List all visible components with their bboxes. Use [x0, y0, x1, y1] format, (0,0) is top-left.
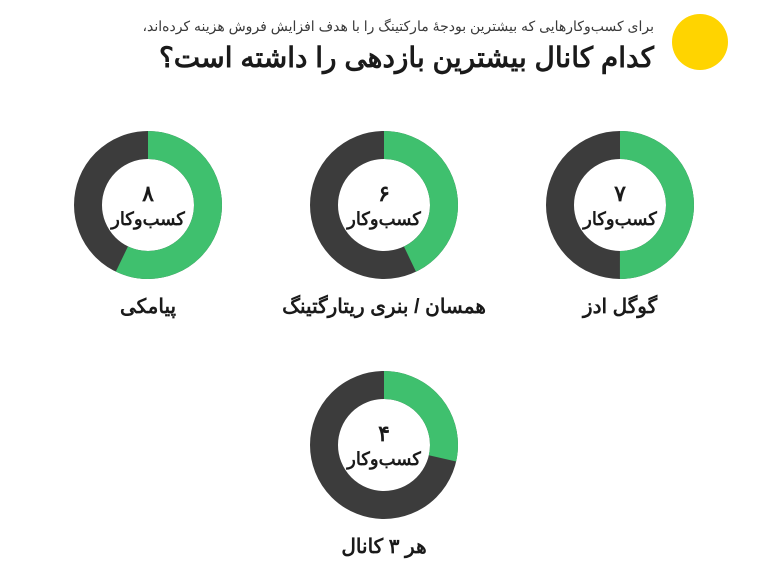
- donut-value: ۶: [347, 180, 421, 208]
- accent-circle: [672, 14, 728, 70]
- donut-chart: ۷ کسب‌وکار: [545, 130, 695, 280]
- chart-item: ۷ کسب‌وکار گوگل ادز: [540, 130, 700, 319]
- donut-center: ۶ کسب‌وکار: [347, 180, 421, 230]
- donut-chart: ۴ کسب‌وکار: [309, 370, 459, 520]
- subtitle: برای کسب‌وکارهایی که بیشترین بودجهٔ مارک…: [142, 18, 654, 35]
- chart-item: ۶ کسب‌وکار همسان / بنری ریتارگتینگ: [304, 130, 464, 319]
- donut-unit: کسب‌وکار: [347, 448, 421, 471]
- header: برای کسب‌وکارهایی که بیشترین بودجهٔ مارک…: [40, 18, 728, 75]
- header-text: برای کسب‌وکارهایی که بیشترین بودجهٔ مارک…: [142, 18, 654, 75]
- donut-unit: کسب‌وکار: [347, 208, 421, 231]
- donut-center: ۴ کسب‌وکار: [347, 420, 421, 470]
- chart-label: پیامکی: [120, 294, 176, 319]
- chart-label: همسان / بنری ریتارگتینگ: [282, 294, 486, 319]
- charts-row-2: ۴ کسب‌وکار هر ۳ کانال: [0, 370, 768, 559]
- donut-chart: ۸ کسب‌وکار: [73, 130, 223, 280]
- chart-item: ۴ کسب‌وکار هر ۳ کانال: [304, 370, 464, 559]
- page-title: کدام کانال بیشترین بازدهی را داشته است؟: [142, 41, 654, 75]
- donut-value: ۸: [111, 180, 185, 208]
- donut-center: ۸ کسب‌وکار: [111, 180, 185, 230]
- donut-value: ۴: [347, 420, 421, 448]
- chart-label: گوگل ادز: [583, 294, 657, 319]
- chart-item: ۸ کسب‌وکار پیامکی: [68, 130, 228, 319]
- donut-value: ۷: [583, 180, 657, 208]
- charts-row-1: ۸ کسب‌وکار پیامکی ۶ کسب‌وکار همسان / بنر…: [0, 130, 768, 319]
- chart-label: هر ۳ کانال: [341, 534, 426, 559]
- donut-unit: کسب‌وکار: [111, 208, 185, 231]
- donut-unit: کسب‌وکار: [583, 208, 657, 231]
- donut-center: ۷ کسب‌وکار: [583, 180, 657, 230]
- donut-chart: ۶ کسب‌وکار: [309, 130, 459, 280]
